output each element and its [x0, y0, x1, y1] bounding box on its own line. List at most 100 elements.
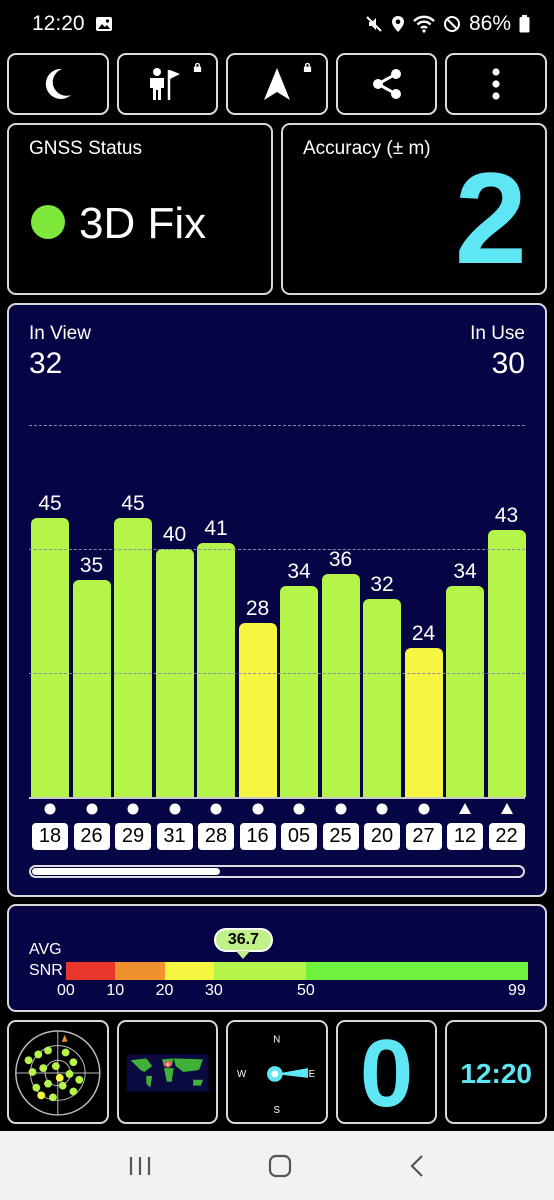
fix-indicator: [31, 205, 65, 239]
snr-scale-segment: [213, 962, 306, 980]
accuracy-label: Accuracy (± m): [303, 138, 431, 159]
mark-location-button[interactable]: [116, 53, 219, 115]
share-icon: [372, 69, 401, 99]
scrollbar-thumb[interactable]: [32, 868, 221, 875]
battery-icon: [519, 15, 530, 33]
snr-average-badge: 36.7: [213, 928, 273, 959]
mute-icon: [366, 16, 382, 32]
recent-apps-icon[interactable]: [127, 1155, 153, 1177]
fix-status: 3D Fix: [79, 199, 207, 248]
location-icon: [391, 16, 404, 32]
circle-marker-icon: [376, 803, 388, 815]
compass-icon: N E S W: [237, 1035, 316, 1116]
gnss-status-card[interactable]: GNSS Status 3D Fix: [7, 123, 273, 295]
signal-bar: [280, 586, 318, 797]
signal-bar-value: 40: [162, 523, 187, 546]
compass-tile[interactable]: N E S W: [226, 1020, 328, 1124]
signal-bar-value: 28: [245, 597, 270, 621]
moon-icon: [45, 68, 71, 99]
person-flag-icon: [150, 68, 181, 100]
compass-north: N: [273, 1035, 280, 1046]
satellite-prn-label: 12: [447, 823, 483, 850]
in-use-count: 30: [491, 347, 525, 380]
satellite-prn-label: 31: [156, 823, 193, 850]
satellite-prn-label: 25: [322, 823, 359, 850]
circle-marker-icon: [210, 803, 222, 815]
snr-tick-label: 50: [297, 982, 315, 999]
signal-bar: [487, 530, 526, 797]
snr-tick-label: 20: [155, 982, 174, 999]
sky-plot-icon: [15, 1030, 101, 1116]
circle-marker-icon: [293, 803, 305, 815]
signal-bar-value: 34: [287, 560, 311, 584]
satellite-prn-label: 26: [73, 823, 110, 850]
home-icon[interactable]: [267, 1153, 293, 1179]
chart-scrollbar[interactable]: [29, 865, 525, 878]
signal-bar-chart: 45 35 45 40 41 28 34 36 32 24 34 43: [31, 425, 527, 797]
circle-marker-icon: [252, 803, 263, 815]
satellite-count-value: 0: [359, 1020, 414, 1124]
status-bar: 12:20 86%: [0, 0, 554, 48]
signal-bar-value: 36: [328, 547, 353, 571]
satellite-prn-label: 18: [32, 823, 68, 850]
signal-bar: [446, 586, 484, 797]
more-vert-icon: [492, 68, 500, 100]
chart-baseline: [29, 797, 525, 799]
circle-marker-icon: [86, 803, 97, 815]
chart-gridline: [29, 549, 525, 550]
snr-card[interactable]: AVG SNR 36.7 00 10 20 30 50 99: [7, 904, 547, 1012]
navigation-arrow-icon: [263, 68, 290, 100]
share-button[interactable]: [335, 53, 438, 115]
signal-bar-value: 34: [453, 560, 477, 584]
in-view-count: 32: [29, 347, 63, 380]
satellite-signal-card[interactable]: In View 32 In Use 30 45 35 45 40 41 28 34 36 32 2…: [7, 303, 547, 897]
night-mode-button[interactable]: [7, 53, 109, 115]
status-time: 12:20: [32, 12, 85, 35]
signal-bar: [197, 542, 235, 797]
triangle-marker-icon: [459, 803, 471, 814]
clock-value: 12:20: [460, 1058, 532, 1089]
circle-marker-icon: [169, 803, 180, 815]
satellite-prn-label: 20: [364, 823, 400, 850]
signal-bar: [31, 518, 69, 797]
signal-bar: [72, 580, 111, 797]
snr-scale-segment: [115, 962, 165, 980]
satellite-prn-label: 29: [115, 823, 151, 850]
satellite-prn-label: 28: [198, 823, 234, 850]
sky-plot-tile[interactable]: [7, 1020, 109, 1124]
snr-tick-label: 99: [508, 982, 526, 999]
more-options-button[interactable]: [445, 53, 547, 115]
snr-tick-label: 00: [57, 982, 75, 999]
compass-south: S: [274, 1105, 281, 1116]
circle-marker-icon: [418, 803, 429, 815]
signal-bar-value: 43: [494, 504, 519, 528]
signal-bar-value: 45: [121, 492, 145, 515]
in-use-label: In Use: [470, 323, 525, 344]
back-icon[interactable]: [407, 1153, 427, 1179]
navigate-button[interactable]: [226, 53, 328, 115]
circle-marker-icon: [335, 803, 346, 815]
snr-scale-segment: [305, 962, 528, 980]
signal-bar-value: 24: [411, 622, 436, 646]
satellite-prn-label: 22: [488, 823, 525, 850]
avg-label: AVG: [29, 941, 62, 958]
system-nav-bar: [0, 1131, 554, 1200]
signal-bar: [404, 648, 443, 797]
gnss-status-label: GNSS Status: [29, 138, 142, 159]
accuracy-card[interactable]: Accuracy (± m) 2: [281, 123, 547, 295]
toolbar: [7, 53, 547, 115]
accuracy-value: 2: [454, 145, 527, 291]
bottom-tiles: N E S W 0 12:20: [7, 1020, 547, 1124]
world-map-icon: [126, 1054, 209, 1092]
satellite-prn-label: 16: [239, 823, 276, 850]
snr-scale-bar: [66, 962, 528, 980]
satellite-prn-label: 27: [405, 823, 442, 850]
circle-marker-icon: [127, 803, 139, 815]
world-map-tile[interactable]: [116, 1020, 219, 1124]
signal-bar-value: 32: [370, 572, 394, 596]
chart-gridline: [29, 425, 525, 426]
clock-tile[interactable]: 12:20: [445, 1020, 547, 1124]
satellite-count-tile[interactable]: 0: [335, 1020, 438, 1124]
battery-percent: 86%: [468, 12, 511, 35]
do-not-disturb-icon: [443, 16, 460, 32]
